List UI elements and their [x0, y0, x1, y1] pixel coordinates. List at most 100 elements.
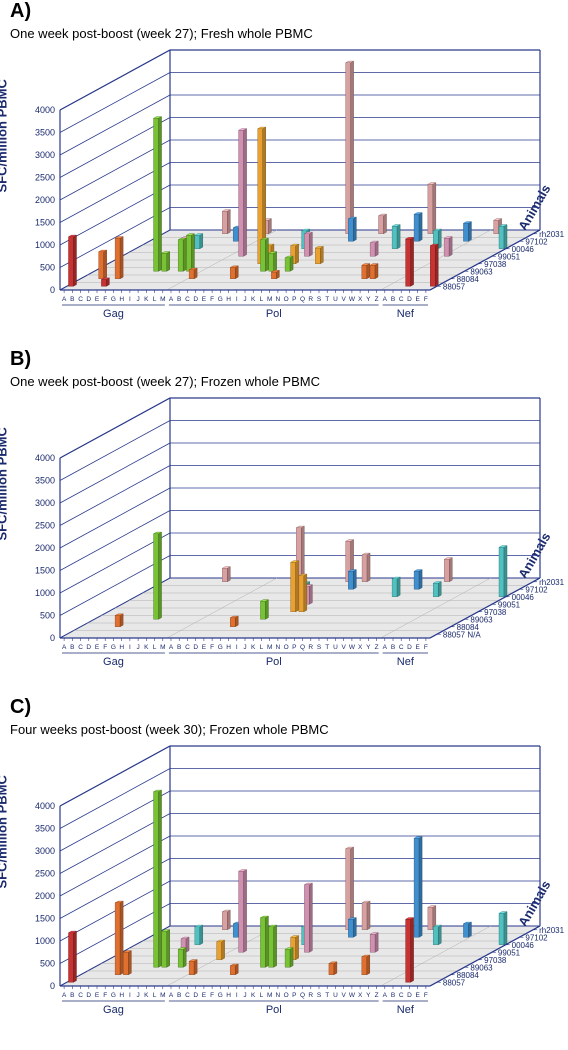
svg-text:L: L	[153, 992, 157, 999]
svg-text:B: B	[391, 992, 395, 999]
svg-text:3000: 3000	[35, 498, 55, 508]
svg-text:H: H	[226, 296, 231, 303]
svg-text:rh2031: rh2031	[539, 578, 564, 587]
svg-text:N: N	[276, 296, 281, 303]
svg-text:C: C	[78, 992, 83, 999]
svg-text:E: E	[415, 992, 420, 999]
svg-text:G: G	[111, 644, 116, 651]
svg-text:H: H	[119, 296, 124, 303]
svg-text:Pol: Pol	[266, 656, 282, 668]
svg-text:K: K	[251, 992, 256, 999]
svg-text:1000: 1000	[35, 588, 55, 598]
svg-text:B: B	[177, 644, 181, 651]
svg-text:0: 0	[50, 285, 55, 295]
panel-label-C: C)	[10, 696, 31, 719]
svg-text:V: V	[341, 644, 346, 651]
svg-text:B: B	[391, 296, 395, 303]
svg-text:3500: 3500	[35, 128, 55, 138]
svg-text:L: L	[153, 644, 157, 651]
svg-text:T: T	[325, 296, 329, 303]
svg-text:E: E	[202, 296, 207, 303]
svg-text:D: D	[86, 644, 91, 651]
svg-text:rh2031: rh2031	[539, 926, 564, 935]
svg-text:Z: Z	[375, 296, 379, 303]
svg-text:0: 0	[50, 633, 55, 643]
svg-text:F: F	[103, 644, 107, 651]
svg-text:I: I	[236, 644, 238, 651]
svg-text:J: J	[243, 992, 246, 999]
svg-text:C: C	[78, 644, 83, 651]
svg-text:F: F	[210, 992, 214, 999]
svg-text:K: K	[144, 992, 149, 999]
svg-text:E: E	[415, 296, 420, 303]
svg-text:B: B	[70, 644, 74, 651]
svg-text:0: 0	[50, 981, 55, 991]
svg-text:P: P	[292, 644, 296, 651]
svg-text:K: K	[251, 644, 256, 651]
svg-text:U: U	[333, 644, 338, 651]
svg-text:B: B	[70, 296, 74, 303]
svg-text:3500: 3500	[35, 476, 55, 486]
svg-text:2500: 2500	[35, 869, 55, 879]
svg-text:A: A	[62, 992, 67, 999]
svg-text:E: E	[95, 644, 100, 651]
svg-text:P: P	[292, 992, 296, 999]
svg-text:I: I	[129, 992, 131, 999]
chart-3d-C: 05001000150020002500300035004000ABCDEFGH…	[0, 736, 568, 1036]
svg-text:C: C	[78, 296, 83, 303]
svg-text:C: C	[185, 644, 190, 651]
svg-text:L: L	[260, 644, 264, 651]
svg-text:E: E	[95, 296, 100, 303]
svg-text:G: G	[218, 992, 223, 999]
svg-text:F: F	[210, 644, 214, 651]
svg-text:1500: 1500	[35, 566, 55, 576]
chart-area-B: SFC/million PBMC Animals 050010001500200…	[0, 388, 568, 678]
svg-text:Nef: Nef	[397, 308, 415, 320]
svg-text:A: A	[383, 296, 388, 303]
svg-text:A: A	[383, 644, 388, 651]
svg-text:N: N	[276, 992, 281, 999]
chart-3d-A: 05001000150020002500300035004000ABCDEFGH…	[0, 40, 568, 340]
svg-text:C: C	[399, 644, 404, 651]
svg-text:M: M	[267, 644, 272, 651]
svg-text:1500: 1500	[35, 218, 55, 228]
svg-text:S: S	[317, 644, 322, 651]
svg-text:P: P	[292, 296, 296, 303]
svg-text:H: H	[119, 992, 124, 999]
svg-text:F: F	[424, 296, 428, 303]
svg-text:C: C	[399, 992, 404, 999]
svg-text:4000: 4000	[35, 105, 55, 115]
svg-text:J: J	[136, 296, 139, 303]
svg-text:A: A	[169, 296, 174, 303]
svg-text:D: D	[86, 992, 91, 999]
svg-text:D: D	[193, 992, 198, 999]
svg-text:Z: Z	[375, 992, 379, 999]
svg-text:A: A	[169, 644, 174, 651]
svg-text:B: B	[70, 992, 74, 999]
svg-text:Pol: Pol	[266, 308, 282, 320]
svg-text:1000: 1000	[35, 936, 55, 946]
svg-text:2000: 2000	[35, 195, 55, 205]
svg-text:H: H	[226, 644, 231, 651]
svg-text:F: F	[103, 296, 107, 303]
svg-text:L: L	[153, 296, 157, 303]
svg-text:R: R	[308, 296, 313, 303]
svg-text:Gag: Gag	[103, 1004, 124, 1016]
svg-text:3500: 3500	[35, 824, 55, 834]
svg-text:3000: 3000	[35, 846, 55, 856]
svg-text:E: E	[95, 992, 100, 999]
svg-text:500: 500	[40, 263, 55, 273]
svg-text:Y: Y	[366, 992, 371, 999]
svg-text:I: I	[236, 992, 238, 999]
svg-text:Y: Y	[366, 296, 371, 303]
svg-text:2500: 2500	[35, 521, 55, 531]
svg-text:W: W	[349, 644, 356, 651]
svg-text:S: S	[317, 992, 322, 999]
svg-text:D: D	[86, 296, 91, 303]
svg-text:F: F	[103, 992, 107, 999]
svg-text:W: W	[349, 296, 356, 303]
svg-text:1000: 1000	[35, 240, 55, 250]
svg-text:F: F	[424, 644, 428, 651]
svg-text:R: R	[308, 992, 313, 999]
svg-text:E: E	[202, 992, 207, 999]
